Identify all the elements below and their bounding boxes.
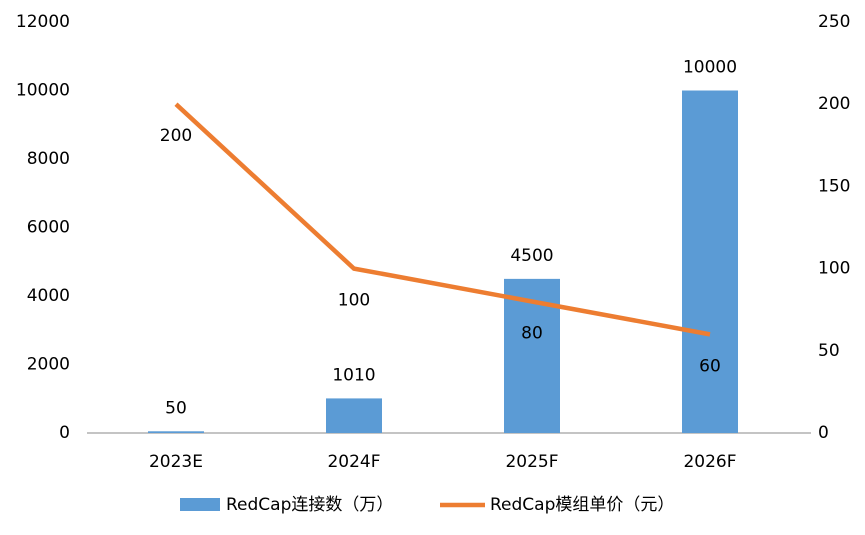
legend-label: RedCap连接数（万） bbox=[226, 495, 393, 515]
y-tick-label: 4000 bbox=[27, 286, 70, 306]
legend-swatch bbox=[180, 498, 220, 511]
x-tick-label: 2023E bbox=[149, 452, 203, 472]
bar-value-label: 50 bbox=[165, 398, 187, 418]
line bbox=[174, 102, 711, 337]
line-value-label: 100 bbox=[338, 291, 370, 311]
line-value-label: 60 bbox=[699, 356, 721, 376]
y-tick-label: 6000 bbox=[27, 218, 70, 238]
y-tick-label: 8000 bbox=[27, 149, 70, 169]
x-tick-label: 2025F bbox=[505, 452, 558, 472]
bar bbox=[682, 90, 738, 433]
x-tick-label: 2026F bbox=[683, 452, 736, 472]
y-tick-label: 2000 bbox=[27, 355, 70, 375]
y-tick-label: 12000 bbox=[16, 12, 70, 32]
legend-label: RedCap模组单价（元） bbox=[490, 495, 674, 515]
y2-tick-label: 250 bbox=[818, 12, 850, 32]
y-tick-label: 0 bbox=[59, 423, 70, 443]
line-value-label: 80 bbox=[521, 323, 543, 343]
y2-tick-label: 50 bbox=[818, 341, 840, 361]
bar-value-label: 10000 bbox=[683, 58, 737, 78]
y2-tick-label: 150 bbox=[818, 176, 850, 196]
bar-value-label: 4500 bbox=[510, 246, 553, 266]
bar bbox=[148, 431, 204, 433]
y2-tick-label: 200 bbox=[818, 94, 850, 114]
x-tick-label: 2024F bbox=[327, 452, 380, 472]
y2-tick-label: 100 bbox=[818, 259, 850, 279]
y2-tick-label: 0 bbox=[818, 423, 829, 443]
line-value-label: 200 bbox=[160, 126, 192, 146]
y-tick-label: 10000 bbox=[16, 81, 70, 101]
bar bbox=[326, 398, 382, 433]
bar-value-label: 1010 bbox=[332, 365, 375, 385]
